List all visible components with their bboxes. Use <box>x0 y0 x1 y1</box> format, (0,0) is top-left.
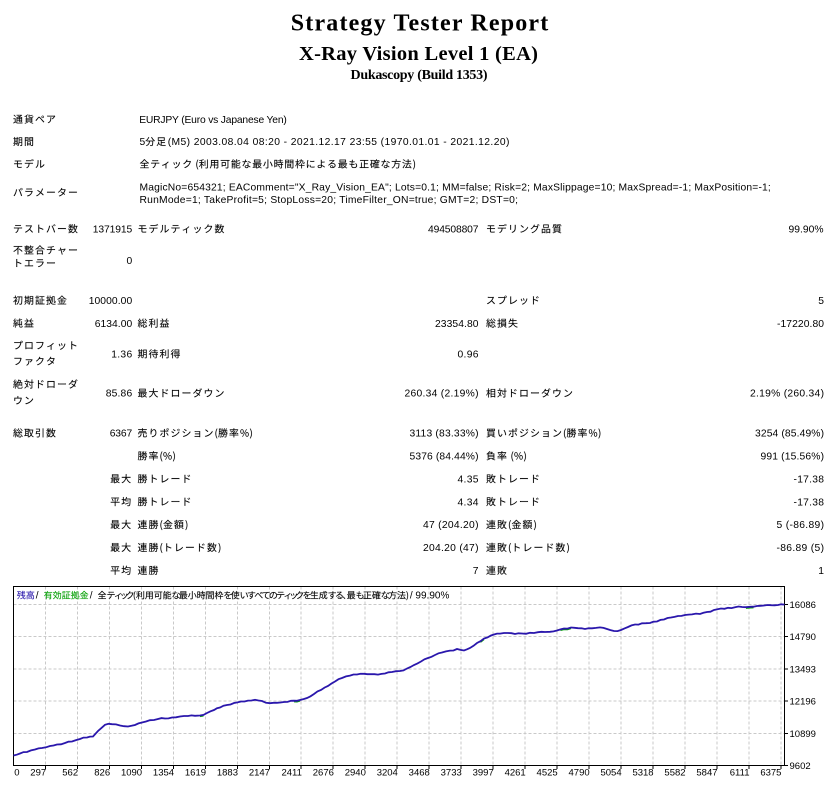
svg-text:5847: 5847 <box>696 767 717 778</box>
svg-text:2.19% (260.34): 2.19% (260.34) <box>750 389 824 400</box>
svg-text:5 (-86.89): 5 (-86.89) <box>777 520 825 531</box>
svg-text:4.34: 4.34 <box>458 497 479 508</box>
svg-text:2147: 2147 <box>249 767 270 778</box>
svg-text:6134.00: 6134.00 <box>95 319 133 330</box>
svg-text:-17220.80: -17220.80 <box>777 319 824 330</box>
svg-text:1619: 1619 <box>185 767 206 778</box>
svg-text:1371915: 1371915 <box>93 224 133 235</box>
svg-text:23354.80: 23354.80 <box>435 319 479 330</box>
svg-text:3733: 3733 <box>441 767 462 778</box>
svg-text:1354: 1354 <box>153 767 174 778</box>
svg-text:4.35: 4.35 <box>458 474 479 485</box>
svg-text:12196: 12196 <box>790 697 816 708</box>
svg-text:/ 99.90%: / 99.90% <box>410 591 450 602</box>
svg-text:494508807: 494508807 <box>428 224 479 235</box>
svg-text:204.20 (47): 204.20 (47) <box>423 543 479 554</box>
svg-text:-86.89 (5): -86.89 (5) <box>777 543 825 554</box>
svg-text:MagicNo=654321; EAComment="X_R: MagicNo=654321; EAComment="X_Ray_Vision_… <box>140 182 771 193</box>
svg-text:2940: 2940 <box>345 767 366 778</box>
svg-text:3204: 3204 <box>377 767 398 778</box>
svg-text:5: 5 <box>140 137 146 148</box>
svg-text:1: 1 <box>818 566 824 577</box>
svg-text:3113 (83.33%): 3113 (83.33%) <box>410 429 479 440</box>
svg-text:991 (15.56%): 991 (15.56%) <box>761 452 825 463</box>
svg-text:3468: 3468 <box>409 767 430 778</box>
svg-text:297: 297 <box>30 767 46 778</box>
svg-text:2676: 2676 <box>313 767 334 778</box>
svg-text:1883: 1883 <box>217 767 238 778</box>
svg-text:85.86: 85.86 <box>106 389 133 400</box>
svg-text:47 (204.20): 47 (204.20) <box>423 520 479 531</box>
svg-text:1090: 1090 <box>121 767 142 778</box>
svg-text:13493: 13493 <box>790 664 816 675</box>
svg-text:7: 7 <box>473 566 479 577</box>
svg-text:1.36: 1.36 <box>111 350 132 361</box>
svg-text:0.96: 0.96 <box>458 350 479 361</box>
svg-text:3254 (85.49%): 3254 (85.49%) <box>755 429 824 440</box>
svg-text:5: 5 <box>818 296 824 307</box>
svg-text:6111: 6111 <box>730 767 750 778</box>
svg-text:5054: 5054 <box>600 767 621 778</box>
svg-text:16086: 16086 <box>790 600 816 611</box>
svg-text:260.34 (2.19%): 260.34 (2.19%) <box>405 389 479 400</box>
svg-text:6375: 6375 <box>760 767 781 778</box>
svg-text:10899: 10899 <box>790 729 816 740</box>
svg-text:Dukascopy (Build 1353): Dukascopy (Build 1353) <box>351 68 488 83</box>
svg-text:562: 562 <box>62 767 78 778</box>
svg-text:EURJPY (Euro vs Japanese Yen): EURJPY (Euro vs Japanese Yen) <box>139 115 287 126</box>
svg-text:9602: 9602 <box>790 761 811 772</box>
svg-text:6367: 6367 <box>110 429 133 440</box>
svg-text:5376 (84.44%): 5376 (84.44%) <box>410 452 479 463</box>
svg-text:14790: 14790 <box>790 632 816 643</box>
svg-text:5318: 5318 <box>632 767 653 778</box>
svg-text:4261: 4261 <box>505 767 526 778</box>
svg-text:0: 0 <box>126 256 132 267</box>
svg-text:/: / <box>90 591 93 602</box>
svg-text:Strategy Tester Report: Strategy Tester Report <box>291 11 549 37</box>
svg-text:3997: 3997 <box>473 767 494 778</box>
svg-text:826: 826 <box>94 767 110 778</box>
svg-text:0: 0 <box>14 767 19 778</box>
svg-text:10000.00: 10000.00 <box>89 296 133 307</box>
svg-text:4525: 4525 <box>537 767 558 778</box>
svg-text:-17.38: -17.38 <box>794 497 825 508</box>
svg-text:RunMode=1; TakeProfit=5; StopL: RunMode=1; TakeProfit=5; StopLoss=20; Ti… <box>140 195 519 206</box>
svg-text:(M5) 2003.08.04 08:20 - 2021.1: (M5) 2003.08.04 08:20 - 2021.12.17 23:55… <box>168 137 510 148</box>
svg-text:X-Ray Vision Level 1 (EA): X-Ray Vision Level 1 (EA) <box>299 43 538 65</box>
svg-text:2411: 2411 <box>281 767 301 778</box>
svg-text:99.90%: 99.90% <box>789 224 824 235</box>
svg-text:-17.38: -17.38 <box>794 474 825 485</box>
svg-text:/: / <box>36 591 39 602</box>
svg-text:4790: 4790 <box>569 767 590 778</box>
svg-text:5582: 5582 <box>664 767 685 778</box>
